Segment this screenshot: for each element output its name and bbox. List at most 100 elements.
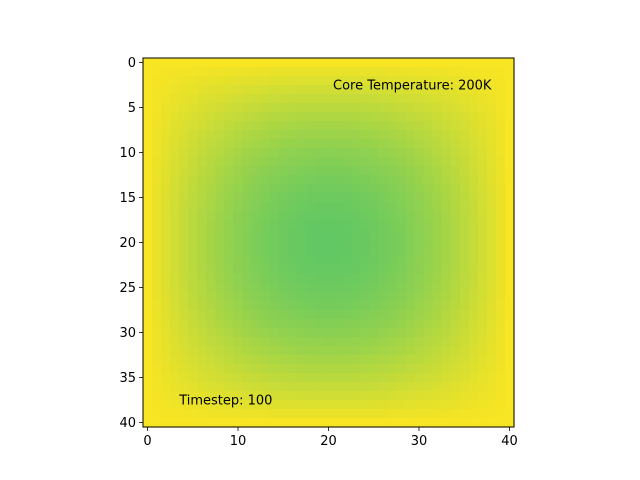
heatmap-cell — [143, 148, 153, 158]
heatmap-cell — [468, 319, 479, 329]
heatmap-cell — [206, 76, 216, 86]
heatmap-cell — [215, 211, 226, 221]
heatmap-cell — [396, 328, 407, 338]
heatmap-cell — [206, 373, 216, 383]
heatmap-cell — [161, 346, 171, 356]
heatmap-cell — [206, 301, 216, 311]
heatmap-cell — [468, 184, 479, 194]
heatmap-cell — [242, 148, 253, 158]
heatmap-cell — [423, 58, 434, 68]
heatmap-cell — [351, 58, 361, 68]
heatmap-cell — [206, 112, 216, 122]
heatmap-cell — [423, 319, 434, 329]
heatmap-cell — [450, 85, 461, 95]
heatmap-cell — [287, 355, 298, 365]
heatmap-cell — [170, 400, 180, 410]
heatmap-cell — [414, 301, 425, 311]
heatmap-cell — [414, 265, 425, 275]
heatmap-cell — [351, 247, 361, 257]
heatmap-cell — [242, 364, 253, 374]
heatmap-cell — [251, 328, 262, 338]
heatmap-cell — [143, 76, 153, 86]
heatmap-cell — [242, 85, 253, 95]
heatmap-cell — [441, 409, 452, 419]
heatmap-cell — [197, 337, 207, 347]
heatmap-cell — [477, 400, 488, 410]
heatmap-cell — [296, 292, 307, 302]
heatmap-cell — [360, 211, 370, 221]
heatmap-cell — [278, 364, 289, 374]
heatmap-cell — [314, 274, 325, 284]
heatmap-cell — [197, 112, 207, 122]
heatmap-cell — [432, 148, 443, 158]
heatmap-cell — [287, 229, 298, 239]
heatmap-cell — [278, 67, 289, 77]
heatmap-cell — [450, 373, 461, 383]
heatmap-cell — [432, 364, 443, 374]
heatmap-cell — [495, 355, 506, 365]
heatmap-cell — [188, 184, 198, 194]
heatmap-cell — [495, 67, 506, 77]
heatmap-cell — [504, 355, 515, 365]
heatmap-cell — [432, 238, 443, 248]
heatmap-cell — [477, 175, 488, 185]
heatmap-cell — [215, 193, 226, 203]
heatmap-cell — [305, 112, 316, 122]
heatmap-cell — [206, 121, 216, 131]
heatmap-cell — [423, 346, 434, 356]
heatmap-cell — [188, 130, 198, 140]
heatmap-cell — [206, 319, 216, 329]
heatmap-cell — [495, 193, 506, 203]
heatmap-cell — [342, 283, 352, 293]
heatmap-cell — [188, 247, 198, 257]
heatmap-cell — [333, 175, 343, 185]
heatmap-cell — [333, 319, 343, 329]
heatmap-cell — [504, 85, 515, 95]
heatmap-cell — [323, 256, 334, 266]
heatmap-cell — [378, 418, 388, 428]
heatmap-cell — [378, 346, 388, 356]
heatmap-cell — [305, 76, 316, 86]
heatmap-cell — [179, 265, 189, 275]
heatmap-cell — [233, 130, 244, 140]
heatmap-cell — [333, 373, 343, 383]
heatmap-cell — [233, 310, 244, 320]
heatmap-cell — [314, 94, 325, 104]
heatmap-cell — [378, 148, 388, 158]
heatmap-cell — [197, 256, 207, 266]
heatmap-cell — [224, 265, 235, 275]
y-tick-label: 30 — [119, 326, 136, 341]
heatmap-cell — [188, 319, 198, 329]
heatmap-cell — [459, 148, 470, 158]
heatmap-cell — [405, 292, 416, 302]
heatmap-cell — [486, 247, 497, 257]
heatmap-cell — [269, 310, 280, 320]
heatmap-cell — [170, 121, 180, 131]
heatmap-cell — [143, 67, 153, 77]
heatmap-cell — [161, 328, 171, 338]
heatmap-cell — [269, 364, 280, 374]
heatmap-cell — [305, 58, 316, 68]
heatmap-cell — [333, 418, 343, 428]
heatmap-cell — [351, 157, 361, 167]
heatmap-cell — [251, 256, 262, 266]
heatmap-cell — [179, 58, 189, 68]
heatmap-cell — [215, 409, 226, 419]
heatmap-cell — [396, 310, 407, 320]
heatmap-cell — [161, 283, 171, 293]
heatmap-cell — [170, 112, 180, 122]
heatmap-cell — [486, 112, 497, 122]
heatmap-cell — [188, 301, 198, 311]
heatmap-cell — [143, 355, 153, 365]
x-tick-label: 0 — [143, 434, 151, 449]
heatmap-cell — [486, 166, 497, 176]
heatmap-cell — [351, 382, 361, 392]
heatmap-cell — [504, 292, 515, 302]
heatmap-cell — [459, 121, 470, 131]
heatmap-cell — [450, 292, 461, 302]
heatmap-cell — [143, 121, 153, 131]
heatmap-cell — [179, 76, 189, 86]
heatmap-cell — [342, 319, 352, 329]
heatmap-cell — [179, 400, 189, 410]
heatmap-cell — [323, 121, 334, 131]
